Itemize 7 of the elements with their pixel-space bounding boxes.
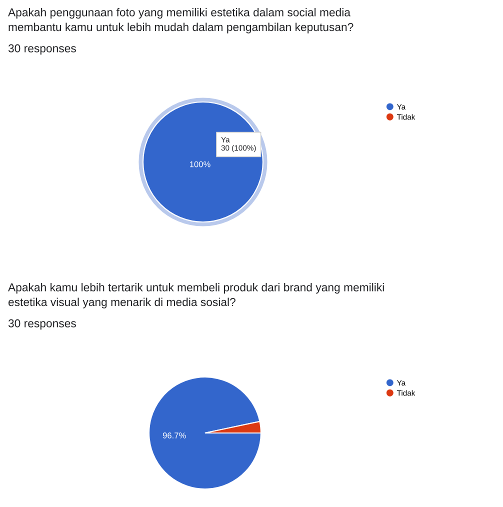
data-label: 96.7% xyxy=(162,432,186,438)
text: 30 responses xyxy=(8,44,76,55)
data-label: 100% xyxy=(190,161,210,168)
chart-title: Apakah penggunaan foto yang memiliki estetika dalam social media membantu kamu untuk lebih mudah dalam pengambilan keputusan? xyxy=(8,8,354,34)
pie-slice xyxy=(148,376,262,490)
text: 30 responses xyxy=(8,319,76,330)
chart-title: Apakah kamu lebih tertarik untuk membeli produk dari brand yang memiliki estetika visual yang menarik di media sosial? xyxy=(8,283,384,308)
